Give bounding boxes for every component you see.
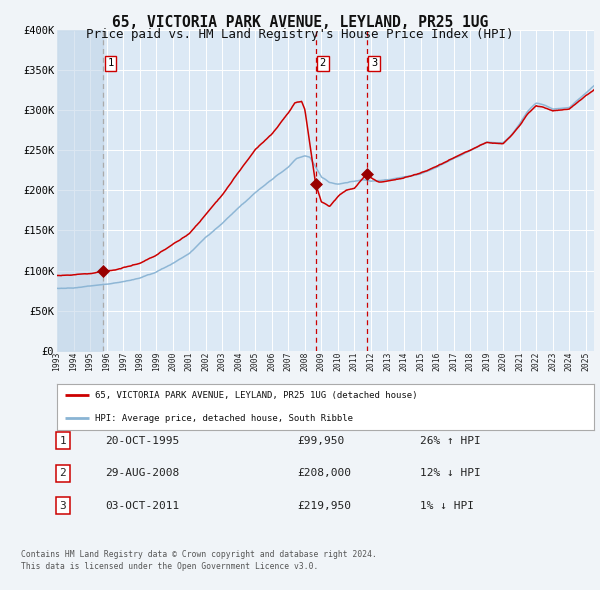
Text: 26% ↑ HPI: 26% ↑ HPI [420, 436, 481, 445]
Text: 2010: 2010 [334, 351, 343, 371]
Text: 65, VICTORIA PARK AVENUE, LEYLAND, PR25 1UG (detached house): 65, VICTORIA PARK AVENUE, LEYLAND, PR25 … [95, 391, 417, 399]
Text: 12% ↓ HPI: 12% ↓ HPI [420, 468, 481, 478]
Text: 1995: 1995 [86, 351, 95, 371]
Text: 2001: 2001 [185, 351, 194, 371]
Text: 2: 2 [320, 58, 326, 68]
Text: 3: 3 [59, 501, 67, 510]
Text: 2018: 2018 [466, 351, 475, 371]
Text: 2008: 2008 [301, 351, 310, 371]
Text: 2015: 2015 [416, 351, 425, 371]
Text: Price paid vs. HM Land Registry's House Price Index (HPI): Price paid vs. HM Land Registry's House … [86, 28, 514, 41]
Text: 2000: 2000 [168, 351, 177, 371]
Text: £99,950: £99,950 [297, 436, 344, 445]
Text: 1998: 1998 [135, 351, 144, 371]
Text: 2013: 2013 [383, 351, 392, 371]
Text: 3: 3 [371, 58, 377, 68]
Text: 1: 1 [59, 436, 67, 445]
Text: £219,950: £219,950 [297, 501, 351, 510]
Text: 2023: 2023 [548, 351, 557, 371]
Text: 1994: 1994 [69, 351, 78, 371]
Text: 2006: 2006 [268, 351, 277, 371]
Text: HPI: Average price, detached house, South Ribble: HPI: Average price, detached house, Sout… [95, 414, 353, 422]
Text: 2024: 2024 [565, 351, 574, 371]
Text: 1999: 1999 [152, 351, 161, 371]
Text: 2003: 2003 [218, 351, 227, 371]
Text: 2009: 2009 [317, 351, 326, 371]
Text: £208,000: £208,000 [297, 468, 351, 478]
Text: 1997: 1997 [119, 351, 128, 371]
Text: 2025: 2025 [581, 351, 590, 371]
Text: 2014: 2014 [400, 351, 409, 371]
Text: 2022: 2022 [532, 351, 541, 371]
Text: 2012: 2012 [367, 351, 376, 371]
Text: 2: 2 [59, 468, 67, 478]
Text: 2021: 2021 [515, 351, 524, 371]
Text: 2016: 2016 [433, 351, 442, 371]
Text: 20-OCT-1995: 20-OCT-1995 [105, 436, 179, 445]
Text: 29-AUG-2008: 29-AUG-2008 [105, 468, 179, 478]
Text: 2011: 2011 [350, 351, 359, 371]
Text: 1: 1 [107, 58, 113, 68]
Text: 1% ↓ HPI: 1% ↓ HPI [420, 501, 474, 510]
Text: 2007: 2007 [284, 351, 293, 371]
Text: 2005: 2005 [251, 351, 260, 371]
Text: 2019: 2019 [482, 351, 491, 371]
Text: 2020: 2020 [499, 351, 508, 371]
Text: 2004: 2004 [234, 351, 243, 371]
Text: Contains HM Land Registry data © Crown copyright and database right 2024.
This d: Contains HM Land Registry data © Crown c… [21, 550, 377, 571]
Text: 03-OCT-2011: 03-OCT-2011 [105, 501, 179, 510]
Text: 2017: 2017 [449, 351, 458, 371]
Text: 65, VICTORIA PARK AVENUE, LEYLAND, PR25 1UG: 65, VICTORIA PARK AVENUE, LEYLAND, PR25 … [112, 15, 488, 30]
Text: 1996: 1996 [102, 351, 111, 371]
Text: 2002: 2002 [201, 351, 210, 371]
Text: 1993: 1993 [53, 351, 62, 371]
